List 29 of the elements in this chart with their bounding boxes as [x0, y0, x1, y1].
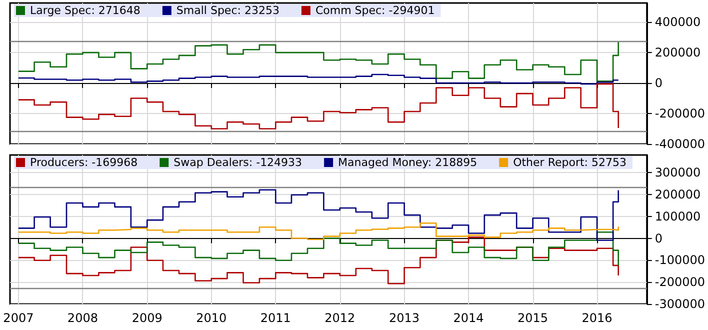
- y-tick-label: -300000: [654, 297, 705, 311]
- x-tick-label: 2007: [3, 311, 34, 325]
- y-tick-label: -200000: [654, 106, 705, 121]
- y-tick-label: 200000: [654, 187, 701, 202]
- legend-label: Managed Money: 218895: [338, 156, 478, 169]
- legend-label: Swap Dealers: -124933: [174, 156, 302, 169]
- y-tick-label: 0: [654, 231, 662, 246]
- y-tick-label: -100000: [654, 253, 705, 268]
- y-tick-label: 0: [654, 76, 662, 90]
- x-tick-label: 2013: [389, 311, 420, 325]
- y-tick-label: -400000: [654, 137, 705, 151]
- x-tick-label: 2014: [453, 311, 484, 325]
- y-tick-label: 400000: [654, 15, 701, 30]
- x-tick-label: 2010: [196, 311, 227, 325]
- x-tick-label: 2008: [67, 311, 98, 325]
- x-tick-label: 2012: [324, 311, 356, 325]
- y-tick-label: -200000: [654, 275, 705, 290]
- legend-label: Producers: -169968: [30, 156, 138, 169]
- x-tick-label: 2011: [260, 311, 291, 325]
- legend-label: Small Spec: 23253: [176, 4, 280, 17]
- legend-label: Other Report: 52753: [513, 156, 626, 169]
- legend-label: Comm Spec: -294901: [315, 4, 435, 17]
- y-tick-label: 200000: [654, 46, 701, 60]
- x-tick-label: 2009: [132, 311, 162, 325]
- y-tick-label: 300000: [654, 166, 701, 180]
- x-tick-label: 2015: [518, 311, 548, 325]
- x-tick-label: 2016: [582, 311, 612, 325]
- y-tick-label: 100000: [654, 209, 701, 224]
- legend-label: Large Spec: 271648: [30, 4, 140, 17]
